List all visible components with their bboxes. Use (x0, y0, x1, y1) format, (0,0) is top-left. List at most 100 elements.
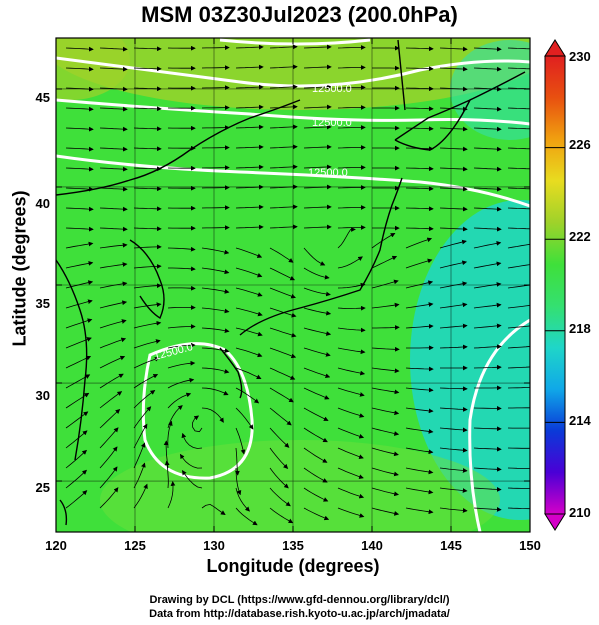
contour-3 (56, 98, 530, 126)
streamline-326 (201, 503, 226, 515)
streamline-97 (507, 167, 530, 170)
streamline-18 (201, 65, 230, 70)
streamline-136 (405, 226, 434, 232)
streamline-195 (507, 305, 530, 309)
streamline-145 (235, 247, 263, 258)
streamline-32 (201, 85, 230, 90)
streamline-14 (65, 66, 94, 72)
streamline-120 (337, 205, 366, 210)
streamline-288 (337, 447, 364, 459)
streamline-200 (201, 327, 230, 334)
streamline-262 (405, 407, 434, 414)
streamline-55 (507, 107, 530, 110)
colorbar-body (544, 55, 566, 515)
streamline-104 (269, 184, 298, 190)
x-tick-label-135: 135 (282, 538, 304, 553)
streamline-177 (371, 279, 399, 289)
streamline-267 (99, 408, 121, 429)
streamline-5 (235, 44, 264, 50)
coast-asia-mainland (56, 99, 301, 196)
streamline-85 (99, 166, 128, 172)
colorbar (544, 39, 566, 531)
streamline-217 (303, 347, 331, 357)
contour-label-1: 12500.0 (312, 83, 352, 95)
streamline-159 (235, 267, 263, 278)
streamline-164 (405, 258, 433, 269)
streamline-240 (133, 374, 159, 389)
streamline-111 (507, 187, 530, 190)
streamline-112 (65, 206, 94, 212)
streamline-178 (405, 280, 434, 289)
streamline-10 (405, 46, 434, 52)
streamline-203 (303, 327, 332, 336)
streamline-251 (507, 387, 530, 389)
streamline-225 (99, 355, 126, 369)
streamline-34 (269, 84, 298, 90)
streamline-132 (269, 224, 298, 230)
coast-taiwan (59, 499, 68, 526)
streamline-152 (473, 241, 502, 249)
streamline-153 (507, 243, 530, 249)
x-axis-label: Longitude (degrees) (206, 556, 380, 576)
streamline-77 (303, 144, 332, 150)
streamline-191 (371, 302, 400, 309)
streamline-75 (235, 144, 264, 150)
streamline-291 (439, 447, 468, 453)
streamline-204 (337, 327, 366, 333)
streamline-127 (99, 226, 128, 232)
streamline-276 (405, 427, 434, 434)
streamline-84 (65, 166, 94, 172)
streamline-106 (337, 185, 366, 190)
streamline-295 (99, 446, 118, 469)
streamline-282 (133, 423, 148, 449)
streamline-286 (269, 447, 289, 469)
streamline-56 (65, 126, 94, 132)
colorbar-label-226: 226 (569, 137, 591, 152)
streamline-231 (303, 367, 331, 379)
streamline-274 (337, 427, 365, 439)
streamline-327 (235, 507, 258, 526)
streamline-49 (303, 104, 332, 110)
streamline-289 (371, 447, 399, 457)
streamline-313 (235, 487, 250, 512)
streamline-180 (473, 282, 502, 289)
streamline-156 (133, 263, 162, 269)
streamline-1 (99, 46, 128, 52)
streamline-234 (405, 366, 434, 372)
plot-area: 12500.0 12500.0 12500.0 12500.0 (56, 38, 530, 532)
contour-2 (56, 56, 530, 88)
streamline-82 (473, 146, 502, 152)
streamline-318 (405, 487, 434, 495)
streamline-123 (439, 206, 468, 212)
streamline-36 (337, 85, 366, 90)
colorbar-label-230: 230 (569, 49, 591, 64)
streamline-155 (99, 262, 128, 269)
streamline-244 (269, 387, 294, 403)
streamline-89 (235, 164, 264, 170)
y-tick-label-35: 35 (35, 296, 50, 311)
streamline-306 (473, 466, 502, 472)
streamline-74 (201, 145, 230, 150)
streamline-30 (133, 86, 162, 92)
streamline-95 (439, 166, 468, 172)
streamline-176 (337, 282, 366, 289)
axis-tick-marks (55, 38, 531, 532)
streamline-147 (303, 247, 326, 266)
streamline-144 (201, 247, 230, 255)
streamline-201 (235, 327, 263, 337)
streamline-299 (235, 467, 242, 496)
streamline-280 (65, 430, 88, 449)
streamline-319 (439, 487, 468, 493)
streamline-16 (133, 66, 162, 72)
streamline-208 (473, 323, 502, 329)
streamline-332 (405, 507, 434, 515)
streamline-308 (65, 469, 87, 489)
streamline-15 (99, 66, 128, 72)
streamline-179 (439, 281, 468, 289)
streamline-154 (65, 261, 94, 269)
streamline-302 (337, 467, 364, 479)
streamline-333 (439, 507, 468, 513)
streamline-119 (303, 204, 332, 210)
streamline-64 (337, 125, 366, 130)
streamline-312 (181, 470, 203, 489)
